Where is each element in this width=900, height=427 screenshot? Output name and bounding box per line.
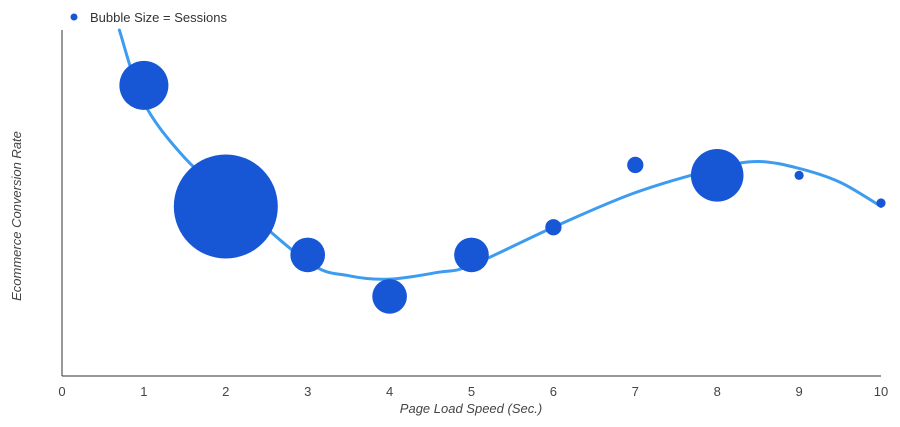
bubble — [627, 156, 644, 174]
x-tick-label: 7 — [632, 384, 639, 399]
bubble — [290, 237, 326, 273]
bubbles — [119, 60, 886, 314]
x-axis-title: Page Load Speed (Sec.) — [400, 401, 542, 416]
bubble — [690, 149, 744, 202]
x-tick-label: 8 — [714, 384, 721, 399]
x-tick-label: 0 — [58, 384, 65, 399]
legend: Bubble Size = Sessions — [70, 10, 227, 25]
x-tick-label: 5 — [468, 384, 475, 399]
y-axis-title: Ecommerce Conversion Rate — [9, 131, 24, 301]
x-tick-label: 9 — [795, 384, 802, 399]
bubble — [454, 237, 489, 273]
x-axis-ticks: 0 1 2 3 4 5 6 7 8 9 10 — [58, 384, 888, 399]
x-tick-label: 4 — [386, 384, 393, 399]
bubble — [173, 154, 278, 259]
bubble — [876, 198, 886, 208]
legend-marker — [70, 13, 78, 21]
bubble — [372, 279, 407, 314]
x-tick-label: 6 — [550, 384, 557, 399]
bubble — [119, 60, 169, 110]
x-tick-label: 10 — [874, 384, 888, 399]
bubble — [545, 219, 562, 236]
x-tick-label: 1 — [140, 384, 147, 399]
bubble — [794, 170, 804, 180]
legend-label: Bubble Size = Sessions — [90, 10, 227, 25]
x-tick-label: 2 — [222, 384, 229, 399]
x-tick-label: 3 — [304, 384, 311, 399]
